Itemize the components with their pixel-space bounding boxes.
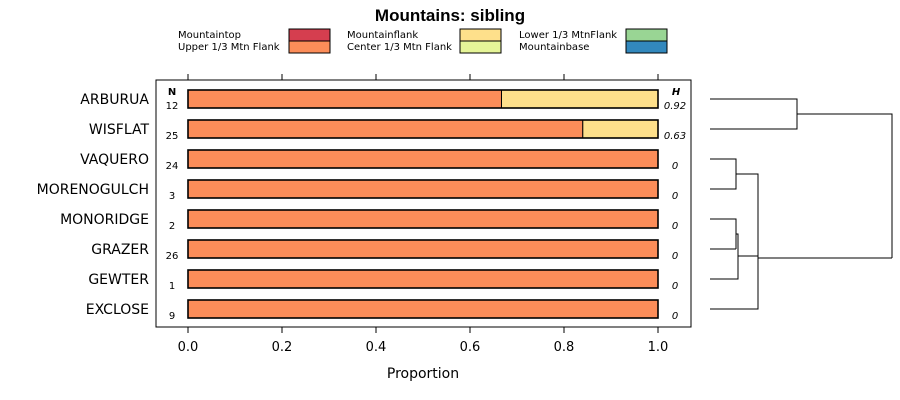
- x-tick-label: 0.8: [554, 340, 575, 355]
- bar-outline: [187, 269, 659, 289]
- legend-swatch: [625, 28, 668, 42]
- x-tick-label: 0.2: [272, 340, 293, 355]
- legend-label: Mountainbase: [519, 42, 589, 53]
- bar-segment: [582, 119, 659, 139]
- legend-swatch: [288, 40, 331, 54]
- bar-segment: [187, 209, 659, 229]
- dendrogram-branch: [736, 173, 759, 242]
- bar-outline: [187, 149, 659, 169]
- legend-label: Mountainflank: [347, 30, 418, 41]
- dendrogram-branch: [710, 218, 737, 249]
- bar-row: WISFLAT 25 0.63: [89, 119, 686, 142]
- bar-segment: [187, 239, 659, 259]
- h-value: 0: [672, 221, 678, 232]
- row-label: MONORIDGE: [60, 212, 149, 228]
- bar-segment: [187, 119, 584, 139]
- x-tick-label: 0.4: [366, 340, 387, 355]
- dendrogram-branch: [797, 113, 893, 258]
- h-value: 0: [672, 191, 678, 202]
- bar-segment: [187, 179, 659, 199]
- legend-label: Lower 1/3 MtnFlank: [519, 30, 617, 41]
- bar-row: GRAZER 26 0: [91, 239, 678, 262]
- row-label: MORENOGULCH: [37, 182, 149, 198]
- bar-outline: [187, 299, 659, 319]
- h-value: 0: [672, 281, 678, 292]
- n-value: 12: [166, 101, 179, 112]
- bar-outline: [187, 89, 659, 109]
- row-label: ARBURUA: [80, 92, 149, 108]
- bar-outline: [187, 179, 659, 199]
- h-header: H: [672, 87, 681, 98]
- bar-segment: [187, 299, 659, 319]
- dendrogram-branch: [710, 233, 739, 280]
- row-label: GEWTER: [88, 272, 149, 288]
- x-tick-label: 0.0: [178, 340, 199, 355]
- x-tick-label: 1.0: [648, 340, 669, 355]
- bar-row: GEWTER 1 0: [88, 269, 678, 292]
- h-value: 0.92: [664, 101, 686, 112]
- h-value: 0: [672, 251, 678, 262]
- dendrogram-branch: [710, 158, 737, 190]
- row-label: VAQUERO: [80, 152, 149, 168]
- n-value: 24: [166, 161, 179, 172]
- bar-outline: [187, 209, 659, 229]
- n-value: 9: [169, 311, 175, 322]
- bar-outline: [187, 119, 659, 139]
- n-value: 1: [169, 281, 175, 292]
- bar-segment: [187, 269, 659, 289]
- h-value: 0.63: [664, 131, 686, 142]
- bar-outline: [187, 239, 659, 259]
- bar-row: VAQUERO 24 0: [80, 149, 678, 172]
- h-value: 0: [672, 311, 678, 322]
- n-value: 2: [169, 221, 175, 232]
- row-label: GRAZER: [91, 242, 149, 258]
- x-tick-label: 0.6: [460, 340, 481, 355]
- n-value: 26: [166, 251, 179, 262]
- legend-label: Center 1/3 Mtn Flank: [347, 42, 452, 53]
- bar-row: EXCLOSE 9 0: [86, 299, 678, 322]
- bar-row: MORENOGULCH 3 0: [37, 179, 678, 202]
- x-axis-label: Proportion: [387, 366, 459, 382]
- legend-swatch: [288, 28, 331, 42]
- top-ticks: [187, 74, 659, 80]
- h-value: 0: [672, 161, 678, 172]
- legend-swatch: [459, 40, 502, 54]
- dendrogram-branch: [710, 98, 798, 130]
- n-value: 25: [166, 131, 179, 142]
- chart-title: Mountains: sibling: [375, 6, 525, 25]
- bar-segment: [187, 89, 502, 109]
- n-header: N: [168, 87, 176, 98]
- bar-segment: [500, 89, 659, 109]
- plot-frame: [155, 79, 692, 328]
- legend-label: Upper 1/3 Mtn Flank: [178, 42, 280, 53]
- row-label: EXCLOSE: [86, 302, 149, 318]
- legend-label: Mountaintop: [178, 30, 241, 41]
- bar-row: MONORIDGE 2 0: [60, 209, 678, 232]
- bar-row: ARBURUA 12 0.92: [80, 89, 686, 112]
- legend-swatch: [459, 28, 502, 42]
- row-label: WISFLAT: [89, 122, 150, 138]
- dendrogram: [710, 98, 893, 310]
- bar-segment: [187, 149, 659, 169]
- legend-swatch: [625, 40, 668, 54]
- dendrogram-branch: [710, 209, 759, 310]
- x-axis: 0.0 0.2 0.4 0.6 0.8 1.0: [178, 327, 669, 355]
- n-value: 3: [169, 191, 175, 202]
